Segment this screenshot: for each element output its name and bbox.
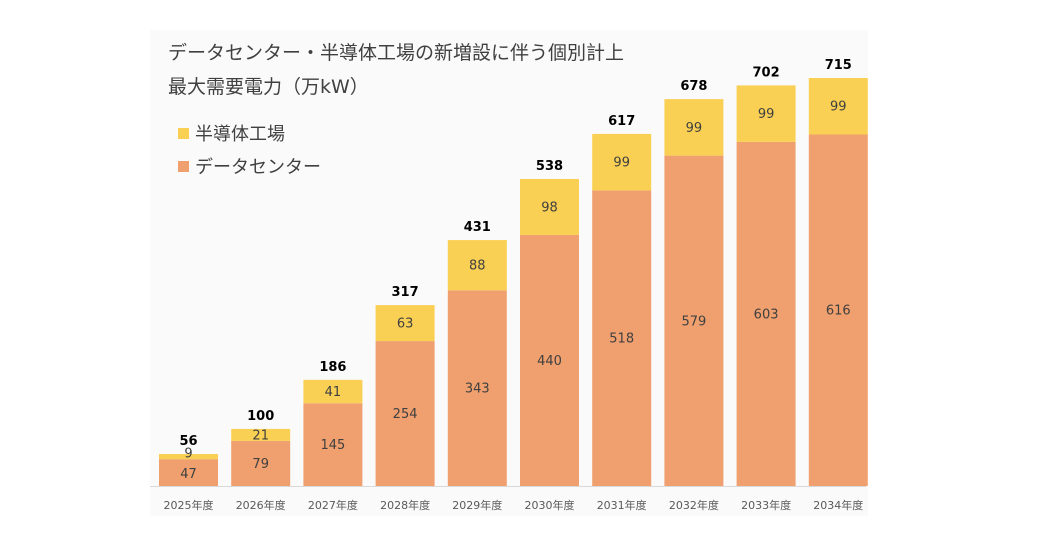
value-label-datacenter: 616	[826, 304, 851, 319]
bar-datacenter	[303, 403, 363, 486]
bar-semiconductor	[808, 78, 868, 135]
value-label-semiconductor: 88	[469, 259, 486, 274]
bar-datacenter	[447, 290, 507, 486]
legend-item-datacenter: データセンター	[178, 153, 321, 179]
value-label-semiconductor: 98	[541, 200, 558, 215]
total-label: 186	[319, 360, 346, 375]
total-label: 617	[608, 114, 635, 129]
chart-subtitle: 最大需要電力（万kW）	[168, 76, 369, 98]
value-label-datacenter: 343	[465, 382, 490, 397]
bar-datacenter	[664, 155, 724, 486]
total-label: 702	[753, 65, 780, 80]
bar-datacenter	[736, 141, 796, 486]
chart-title: データセンター・半導体工場の新増設に伴う個別計上	[168, 42, 625, 64]
bar-datacenter	[808, 134, 868, 486]
value-label-semiconductor: 99	[686, 121, 703, 136]
value-label-datacenter: 145	[320, 438, 345, 453]
bar-semiconductor	[375, 305, 435, 342]
legend-label-semiconductor: 半導体工場	[195, 124, 285, 145]
x-tick-label: 2034年度	[813, 498, 863, 512]
bar-semiconductor	[520, 179, 579, 235]
value-label-semiconductor: 99	[758, 107, 775, 122]
value-label-datacenter: 79	[252, 457, 269, 472]
bar-datacenter	[375, 341, 435, 486]
legend-swatch-datacenter	[178, 160, 189, 172]
total-label: 431	[464, 220, 491, 235]
value-label-semiconductor: 99	[613, 156, 630, 171]
value-label-datacenter: 47	[180, 467, 197, 482]
value-label-datacenter: 579	[681, 314, 706, 329]
total-label: 56	[179, 434, 197, 449]
total-label: 678	[680, 79, 707, 94]
bar-datacenter	[592, 190, 652, 486]
bar-datacenter	[520, 234, 579, 486]
total-label: 538	[536, 159, 563, 174]
bar-semiconductor	[447, 240, 507, 291]
value-label-datacenter: 603	[754, 307, 779, 322]
x-tick-label: 2033年度	[741, 498, 791, 512]
legend-label-datacenter: データセンター	[195, 157, 321, 178]
bar-semiconductor	[159, 454, 218, 460]
value-label-datacenter: 254	[393, 407, 418, 422]
value-label-semiconductor: 41	[325, 385, 342, 400]
value-label-semiconductor: 99	[830, 100, 847, 115]
total-label: 317	[392, 285, 419, 300]
total-label: 100	[247, 409, 274, 424]
bar-semiconductor	[303, 379, 363, 404]
bar-semiconductor	[231, 428, 291, 441]
value-label-datacenter: 518	[609, 332, 634, 347]
bar-datacenter	[159, 459, 218, 486]
x-tick-label: 2029年度	[452, 498, 502, 512]
x-tick-label: 2030年度	[525, 498, 575, 512]
bar-semiconductor	[664, 99, 724, 156]
x-tick-label: 2027年度	[308, 498, 358, 512]
x-tick-label: 2028年度	[380, 498, 430, 512]
legend-swatch-semiconductor	[178, 127, 189, 139]
value-label-datacenter: 440	[537, 354, 562, 369]
bar-datacenter	[231, 440, 291, 486]
bar-semiconductor	[592, 133, 652, 191]
value-label-semiconductor: 21	[252, 428, 269, 443]
x-tick-label: 2026年度	[236, 498, 286, 512]
value-label-semiconductor: 9	[184, 447, 192, 462]
total-label: 715	[825, 58, 852, 73]
x-tick-label: 2031年度	[597, 498, 647, 512]
x-tick-label: 2032年度	[669, 498, 719, 512]
legend-item-semiconductor: 半導体工場	[178, 120, 285, 146]
bar-semiconductor	[736, 85, 796, 142]
value-label-semiconductor: 63	[397, 317, 414, 332]
x-tick-label: 2025年度	[164, 498, 214, 512]
